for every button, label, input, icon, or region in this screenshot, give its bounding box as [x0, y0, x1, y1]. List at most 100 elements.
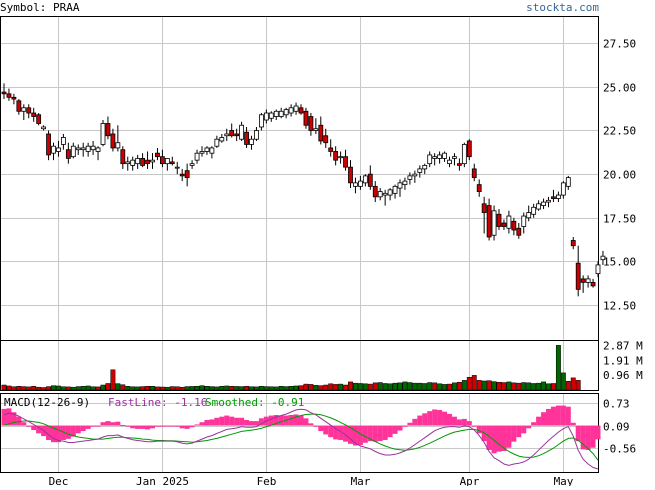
candle-body: [466, 140, 472, 158]
symbol-label: Symbol: PRAA: [0, 1, 80, 14]
macd-histogram-bar: [451, 416, 457, 426]
volume-bar: [164, 386, 170, 391]
candle-body: [6, 93, 12, 98]
volume-bar: [461, 380, 467, 391]
macd-histogram-bar: [288, 415, 294, 426]
candle-body: [254, 130, 259, 140]
smoothed-value: -0.91: [271, 396, 304, 409]
macd-histogram-bar: [239, 417, 245, 426]
macd-histogram-bar: [531, 422, 537, 426]
volume-bar: [26, 386, 32, 391]
volume-bar: [367, 383, 373, 391]
macd-histogram-bar: [60, 425, 66, 440]
volume-bar: [184, 386, 190, 391]
candle-body: [437, 154, 443, 159]
candle-body: [283, 109, 289, 116]
candle-body: [546, 199, 551, 203]
candle-body: [150, 159, 155, 163]
volume-bar: [323, 384, 329, 391]
candle-body: [565, 177, 571, 187]
month-label: Apr: [460, 475, 480, 486]
macd-histogram-bar: [585, 425, 591, 450]
candle-body: [75, 147, 81, 151]
volume-bar: [570, 377, 576, 391]
macd-histogram-bar: [120, 424, 126, 426]
macd-histogram-bar: [357, 425, 363, 445]
candle-body: [189, 163, 195, 166]
volume-bar: [95, 386, 101, 391]
month-label: May: [554, 475, 574, 486]
volume-bar: [353, 382, 358, 391]
candle-body: [273, 110, 279, 117]
macd-lines: [1, 405, 601, 470]
macd-histogram-bar: [204, 420, 210, 426]
macd-histogram-bar: [278, 415, 284, 426]
macd-histogram-bar: [199, 422, 205, 426]
volume-bar: [258, 386, 264, 391]
volume-bar: [466, 376, 472, 391]
macd-histogram-bar: [184, 425, 190, 429]
macd-histogram-bar: [105, 421, 111, 426]
macd-histogram-bar: [392, 425, 398, 434]
macd-histogram-bar: [125, 425, 131, 427]
candle-body: [21, 107, 27, 112]
volume-bar: [447, 383, 452, 391]
volume-bar: [338, 383, 344, 391]
macd-histogram-bar: [130, 425, 136, 429]
volume-bar: [402, 381, 408, 391]
volume-bar: [565, 381, 571, 391]
macd-histogram-bar: [21, 422, 27, 426]
volume-bar: [115, 383, 121, 391]
candle-body: [135, 158, 141, 165]
candle-body: [452, 156, 457, 159]
volume-bar: [328, 383, 334, 391]
macd-histogram-bar: [367, 425, 373, 442]
volume-bar: [575, 380, 581, 391]
candle-body: [526, 212, 532, 219]
candle-body: [595, 264, 601, 275]
volume-bar: [496, 381, 502, 391]
volume-bar: [273, 386, 279, 391]
price-tick-label: 22.50: [603, 125, 636, 138]
macd-histogram-bar: [1, 408, 7, 426]
macd-tick-label: 0.73: [603, 398, 630, 411]
volume-bar: [560, 372, 566, 391]
volume-bar: [531, 383, 537, 391]
macd-histogram-bar: [348, 425, 353, 444]
candle-body: [481, 203, 487, 213]
volume-bar: [244, 386, 250, 391]
volume-bar: [75, 386, 81, 391]
volume-bar: [536, 382, 542, 391]
candle-body: [234, 133, 240, 137]
candle-body: [1, 91, 7, 95]
brand-label: stockta.com: [526, 1, 599, 14]
candle-body: [531, 206, 537, 215]
macd-histogram-bar: [110, 422, 116, 426]
macd-histogram-bar: [536, 416, 542, 426]
candle-body: [447, 159, 452, 165]
volume-bar: [268, 386, 274, 391]
macd-histogram-bar: [140, 425, 146, 429]
macd-histogram-bar: [258, 418, 264, 426]
macd-histogram-bar: [506, 425, 512, 448]
volume-bar: [1, 384, 7, 391]
candle-body: [412, 173, 418, 177]
macd-histogram-bar: [461, 418, 467, 426]
volume-bar: [506, 381, 512, 391]
smoothed-name: Smoothed: [205, 396, 258, 409]
candle-body: [56, 147, 61, 152]
volume-bar: [110, 369, 116, 391]
candle-body: [590, 281, 596, 287]
macd-histogram-bar: [511, 425, 517, 442]
macd-histogram-bar: [318, 425, 324, 432]
volume-bar: [437, 383, 443, 391]
volume-bar: [407, 382, 413, 391]
volume-tick-label: 2.87 M: [603, 339, 643, 352]
volume-bar: [278, 386, 284, 391]
volume-bar: [372, 382, 378, 391]
macd-title: MACD(12-26-9): [4, 396, 90, 409]
volume-bar: [159, 386, 165, 391]
candle-body: [214, 138, 220, 147]
price-tick-label: 15.00: [603, 256, 636, 269]
